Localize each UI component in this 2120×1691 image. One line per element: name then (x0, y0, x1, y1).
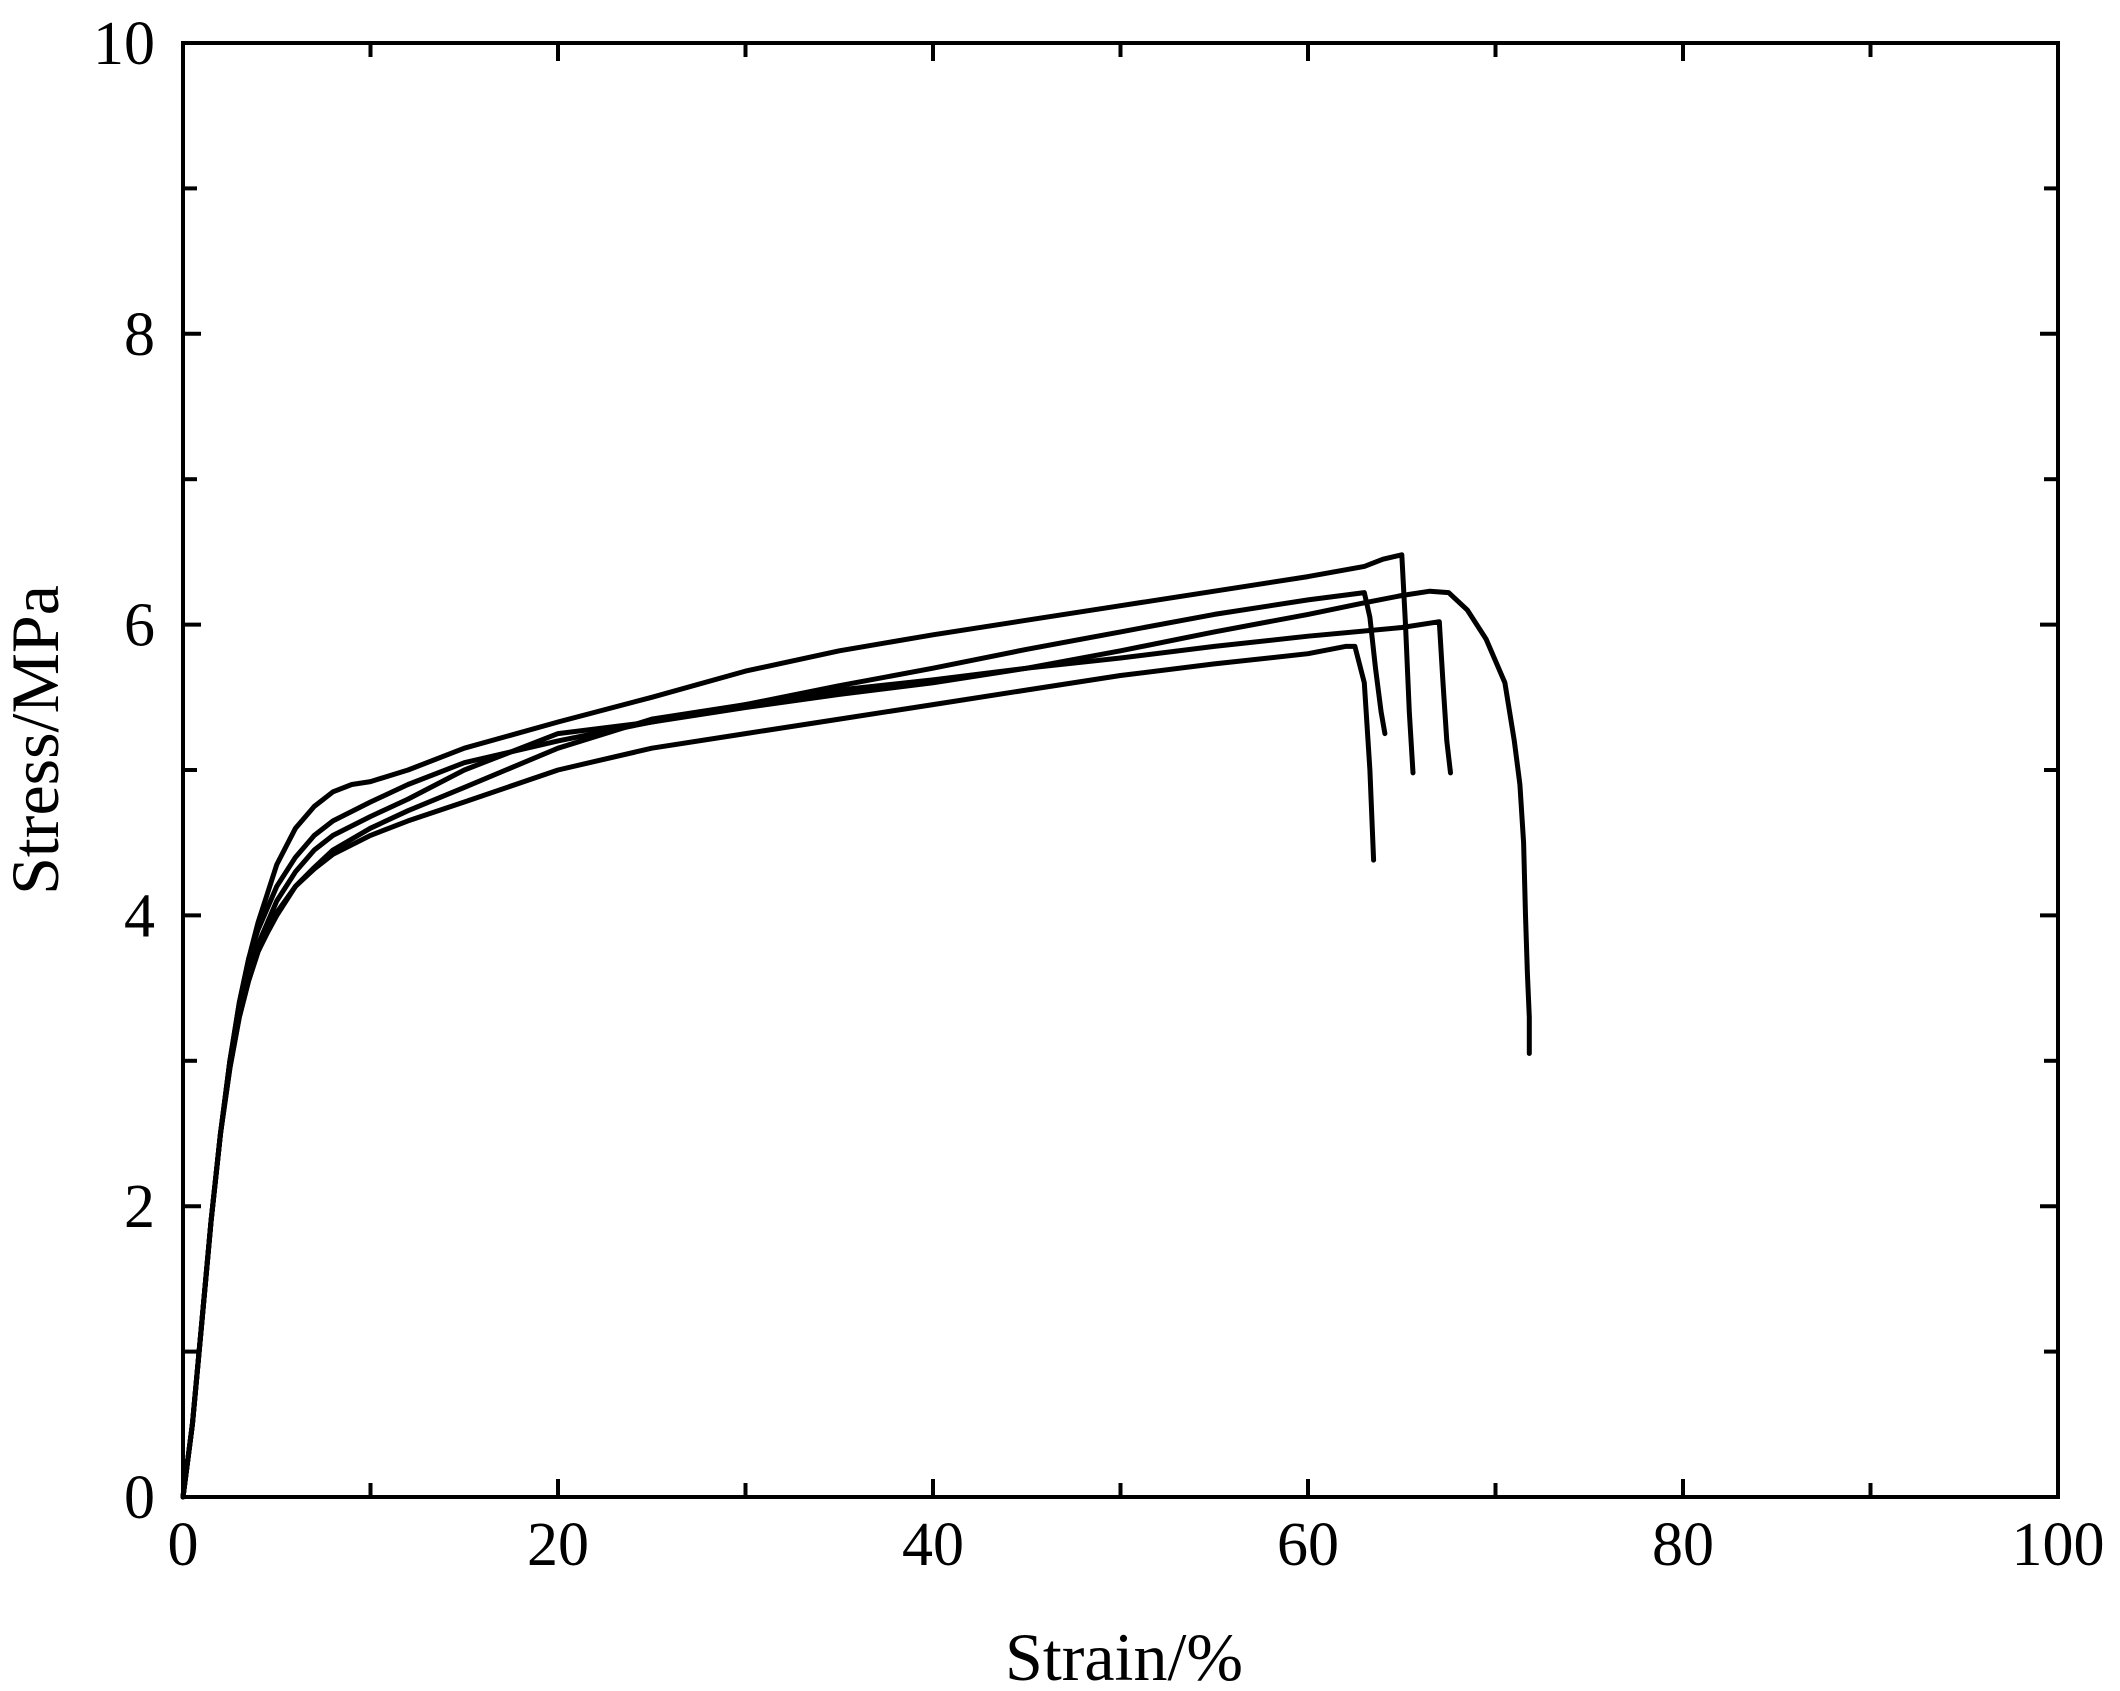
y-tick-label: 0 (124, 1464, 155, 1532)
axes: 0 20 40 60 80 100 0 2 4 6 8 10 (93, 10, 2105, 1579)
x-tick-label: 0 (168, 1511, 199, 1579)
series-line-5 (180, 588, 1532, 1500)
labels: Strain/% Stress/MPa (0, 585, 1243, 1691)
series-line-3 (180, 643, 1377, 1500)
x-tick-label: 40 (902, 1511, 964, 1579)
x-tick-label: 20 (527, 1511, 589, 1579)
series-line-4 (180, 619, 1453, 1500)
x-tick-label: 100 (2012, 1511, 2105, 1579)
y-tick-label: 6 (124, 592, 155, 660)
x-tick-label: 80 (1652, 1511, 1714, 1579)
y-tick-label: 8 (124, 301, 155, 369)
y-tick-label: 2 (124, 1173, 155, 1241)
y-axis-label: Stress/MPa (0, 585, 73, 895)
y-tick-label: 10 (93, 10, 155, 78)
x-axis-label: Strain/% (1005, 1619, 1243, 1691)
y-tick-label: 4 (124, 882, 155, 950)
series-group (180, 552, 1532, 1500)
x-tick-label: 60 (1277, 1511, 1339, 1579)
